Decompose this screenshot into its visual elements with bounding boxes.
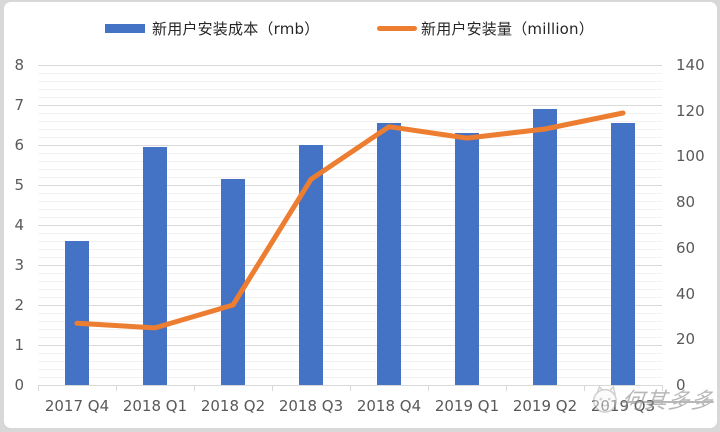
minor-gridline	[38, 217, 662, 218]
y-axis-right-tick-0: 0	[676, 376, 686, 394]
minor-gridline	[38, 169, 662, 170]
y-axis-left-tick-7: 7	[14, 96, 24, 114]
y-axis-left-tick-6: 6	[14, 136, 24, 154]
minor-gridline	[38, 193, 662, 194]
y-axis-right-tick-120: 120	[676, 101, 705, 120]
x-axis-tick	[506, 385, 507, 391]
bar-2019 Q1	[455, 133, 479, 385]
x-axis-label-2018 Q3: 2018 Q3	[278, 397, 344, 415]
minor-gridline	[38, 73, 662, 74]
y-axis-left-tick-1: 1	[14, 336, 24, 354]
x-axis-label-2019 Q2: 2019 Q2	[512, 397, 578, 415]
minor-gridline	[38, 209, 662, 210]
legend-item-install-cost: 新用户安装成本（rmb）	[105, 14, 319, 42]
watermark-text: 何其多多	[620, 389, 716, 414]
minor-gridline	[38, 97, 662, 98]
minor-gridline	[38, 377, 662, 378]
minor-gridline	[38, 289, 662, 290]
x-axis-tick	[116, 385, 117, 391]
plot-area	[38, 65, 663, 391]
y-axis-right-tick-80: 80	[676, 193, 696, 212]
x-axis-label-2017 Q4: 2017 Q4	[44, 397, 110, 415]
x-axis-label-2019 Q3: 2019 Q3	[590, 397, 656, 415]
minor-gridline	[38, 113, 662, 114]
bar-2018 Q3	[299, 145, 323, 385]
x-axis-label-2018 Q2: 2018 Q2	[200, 397, 266, 415]
x-axis-tick	[662, 385, 663, 391]
x-axis-label-2018 Q1: 2018 Q1	[122, 397, 188, 415]
minor-gridline	[38, 361, 662, 362]
minor-gridline	[38, 273, 662, 274]
y-axis-left-tick-2: 2	[14, 296, 24, 314]
bar-2018 Q4	[377, 123, 401, 385]
major-gridline	[38, 225, 662, 226]
y-axis-left-tick-3: 3	[14, 256, 24, 274]
minor-gridline	[38, 177, 662, 178]
major-gridline	[38, 105, 662, 106]
bar-2018 Q1	[143, 147, 167, 385]
bar-2019 Q3	[611, 123, 635, 385]
x-axis-tick	[272, 385, 273, 391]
minor-gridline	[38, 89, 662, 90]
minor-gridline	[38, 233, 662, 234]
y-axis-right-tick-140: 140	[676, 56, 705, 74]
legend-item-install-volume: 新用户安装量（million）	[377, 14, 594, 42]
minor-gridline	[38, 137, 662, 138]
bar-2017 Q4	[65, 241, 89, 385]
minor-gridline	[38, 161, 662, 162]
legend-label-install-volume: 新用户安装量（million）	[421, 19, 594, 38]
minor-gridline	[38, 249, 662, 250]
line-series	[74, 110, 626, 331]
minor-gridline	[38, 353, 662, 354]
bar-2018 Q2	[221, 179, 245, 385]
minor-gridline	[38, 321, 662, 322]
minor-gridline	[38, 241, 662, 242]
minor-gridline	[38, 337, 662, 338]
major-gridline	[38, 65, 662, 66]
major-gridline	[38, 185, 662, 186]
y-axis-right-tick-100: 100	[676, 147, 705, 166]
minor-gridline	[38, 121, 662, 122]
y-axis-left-tick-5: 5	[14, 176, 24, 194]
y-axis-right-tick-60: 60	[676, 238, 696, 257]
watermark: 何其多多	[590, 383, 716, 415]
minor-gridline	[38, 281, 662, 282]
minor-gridline	[38, 129, 662, 130]
major-gridline	[38, 265, 662, 266]
x-axis-tick	[194, 385, 195, 391]
x-axis-tick	[584, 385, 585, 391]
legend: 新用户安装成本（rmb） 新用户安装量（million）	[0, 14, 720, 42]
x-axis-label-2018 Q4: 2018 Q4	[356, 397, 422, 415]
y-axis-right-tick-20: 20	[676, 330, 696, 349]
minor-gridline	[38, 257, 662, 258]
minor-gridline	[38, 81, 662, 82]
x-axis-tick	[38, 385, 39, 391]
y-axis-left-tick-0: 0	[14, 376, 24, 394]
x-axis-tick	[350, 385, 351, 391]
line-series-swatch-icon	[377, 25, 417, 31]
y-axis-right-tick-40: 40	[676, 284, 696, 303]
x-axis-tick	[428, 385, 429, 391]
major-gridline	[38, 345, 662, 346]
minor-gridline	[38, 329, 662, 330]
minor-gridline	[38, 313, 662, 314]
minor-gridline	[38, 369, 662, 370]
minor-gridline	[38, 297, 662, 298]
major-gridline	[38, 305, 662, 306]
legend-label-install-cost: 新用户安装成本（rmb）	[152, 19, 320, 38]
bar-2019 Q2	[533, 109, 557, 385]
y-axis-left-tick-8: 8	[14, 56, 24, 74]
minor-gridline	[38, 201, 662, 202]
bar-series-swatch-icon	[105, 23, 145, 33]
y-axis-left-tick-4: 4	[14, 216, 24, 234]
major-gridline	[38, 145, 662, 146]
cat-logo-icon	[593, 385, 617, 413]
x-axis-label-2019 Q1: 2019 Q1	[434, 397, 500, 415]
